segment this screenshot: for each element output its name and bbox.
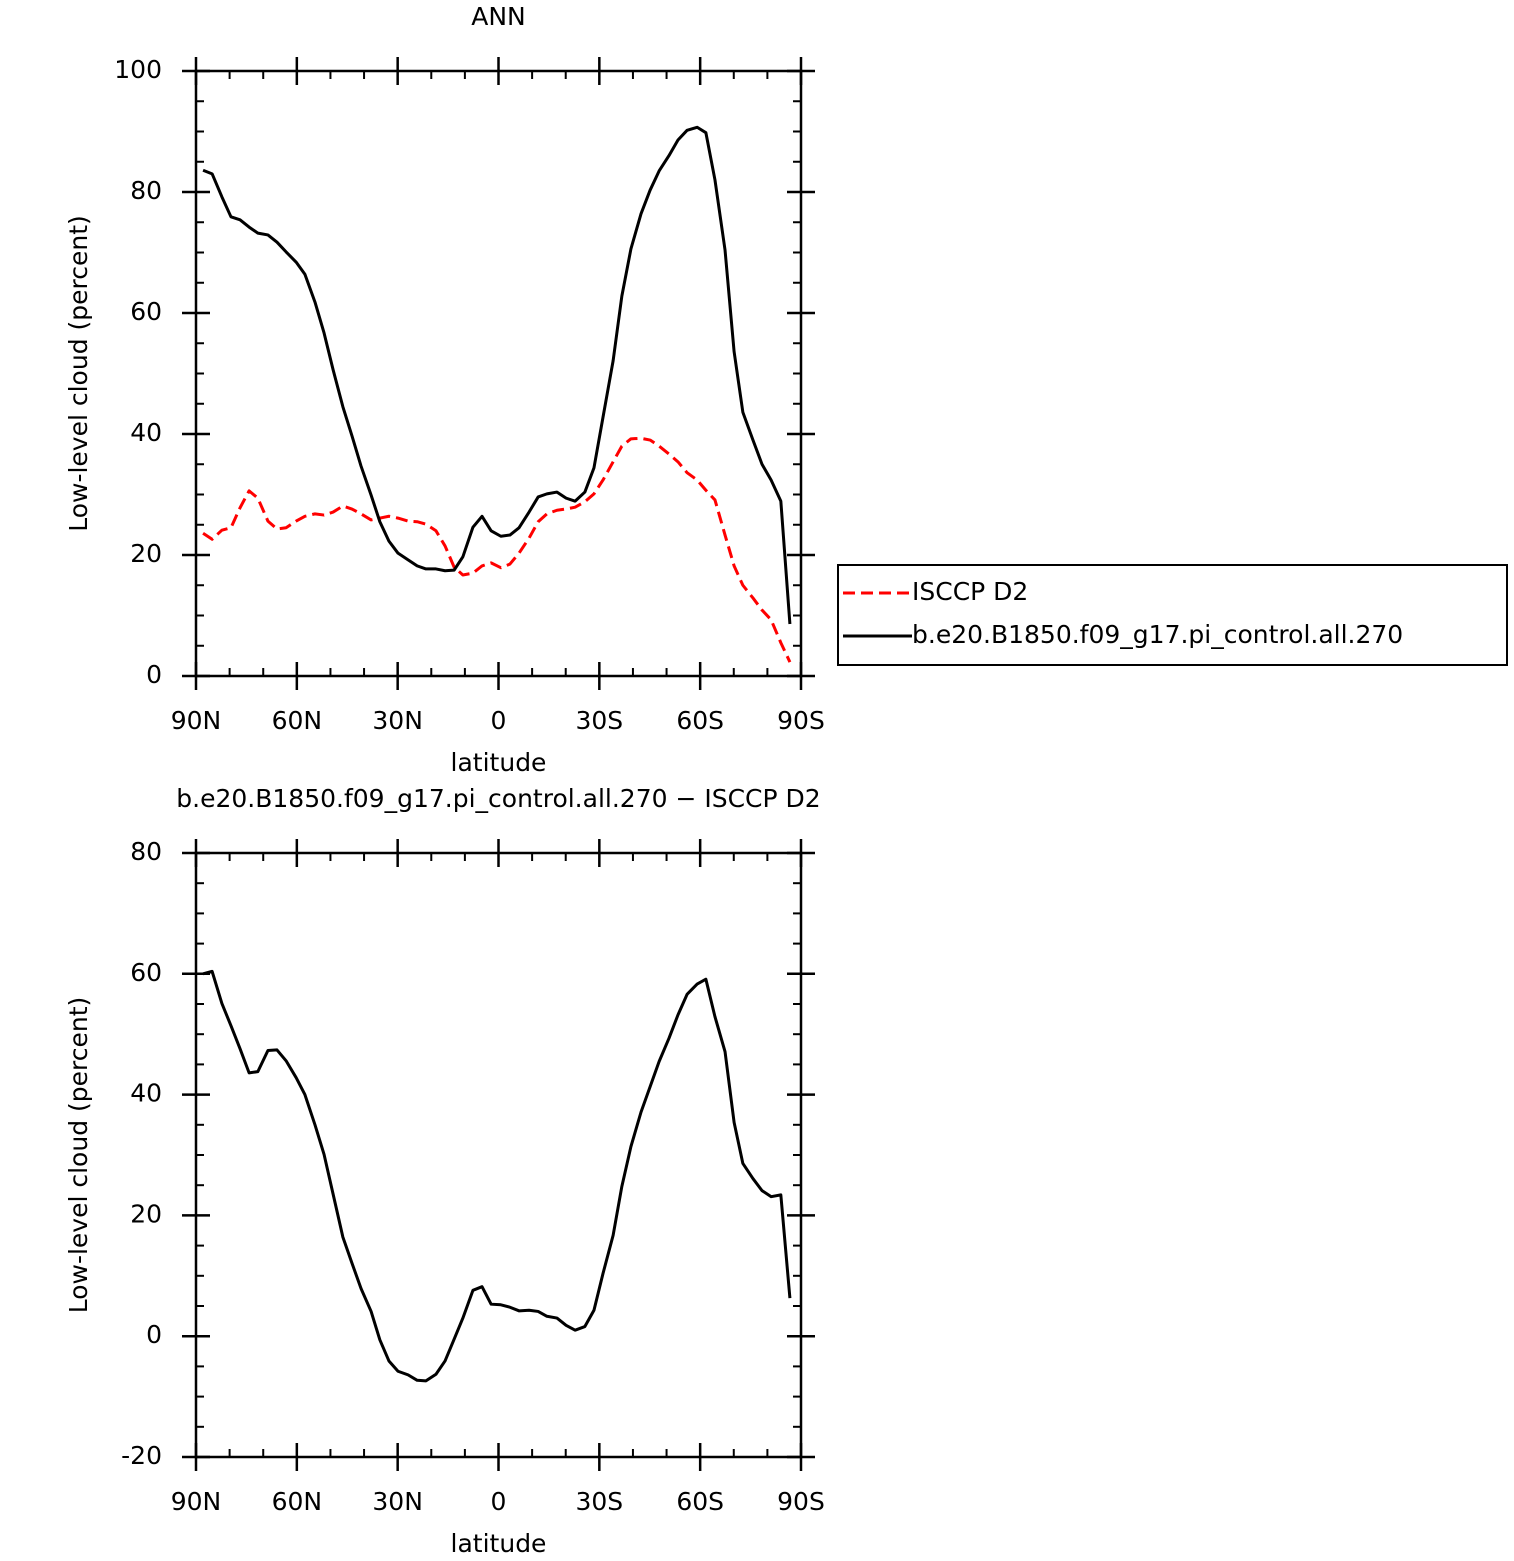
- legend-label: ISCCP D2: [912, 577, 1028, 606]
- x-tick-label: 60N: [272, 1487, 323, 1516]
- chart-title: b.e20.B1850.f09_g17.pi_control.all.270 −…: [176, 784, 820, 813]
- y-tick-label: -20: [121, 1441, 162, 1470]
- plot-frame: [194, 851, 803, 1459]
- legend-label: b.e20.B1850.f09_g17.pi_control.all.270: [912, 620, 1403, 649]
- x-axis-label: latitude: [451, 1529, 547, 1558]
- x-tick-label: 0: [491, 1487, 507, 1516]
- y-tick-label: 0: [146, 1320, 162, 1349]
- x-axis-label: latitude: [451, 748, 547, 777]
- x-tick-label: 0: [491, 706, 507, 735]
- y-tick-label: 40: [130, 1079, 162, 1108]
- x-tick-label: 60N: [272, 706, 323, 735]
- x-tick-label: 60S: [676, 1487, 724, 1516]
- x-tick-label: 30N: [372, 706, 423, 735]
- data-line: [202, 125, 792, 625]
- y-axis-label: Low-level cloud (percent): [64, 997, 93, 1314]
- y-tick-label: 60: [130, 958, 162, 987]
- x-tick-label: 30N: [372, 1487, 423, 1516]
- data-line: [202, 969, 792, 1383]
- chart-title: ANN: [471, 2, 526, 31]
- y-tick-label: 100: [114, 55, 162, 84]
- panel: ANN 90N 60N 30N 0 30S 60S 90S 0 20 40 60 80 100 latitu…: [64, 2, 1508, 777]
- x-tick-label: 90N: [171, 706, 222, 735]
- panel: b.e20.B1850.f09_g17.pi_control.all.270 −…: [64, 784, 825, 1558]
- y-axis-label: Low-level cloud (percent): [64, 215, 93, 532]
- x-tick-label: 30S: [575, 1487, 623, 1516]
- x-tick-label: 30S: [575, 706, 623, 735]
- y-tick-label: 20: [130, 539, 162, 568]
- x-tick-label: 60S: [676, 706, 724, 735]
- y-tick-label: 20: [130, 1199, 162, 1228]
- x-tick-label: 90S: [777, 706, 825, 735]
- x-tick-label: 90S: [777, 1487, 825, 1516]
- y-tick-label: 80: [130, 837, 162, 866]
- y-tick-label: 40: [130, 418, 162, 447]
- x-tick-label: 90N: [171, 1487, 222, 1516]
- y-tick-label: 0: [146, 660, 162, 689]
- legend-box: [837, 564, 1508, 666]
- y-tick-label: 80: [130, 176, 162, 205]
- data-line: [202, 436, 792, 663]
- y-tick-label: 60: [130, 297, 162, 326]
